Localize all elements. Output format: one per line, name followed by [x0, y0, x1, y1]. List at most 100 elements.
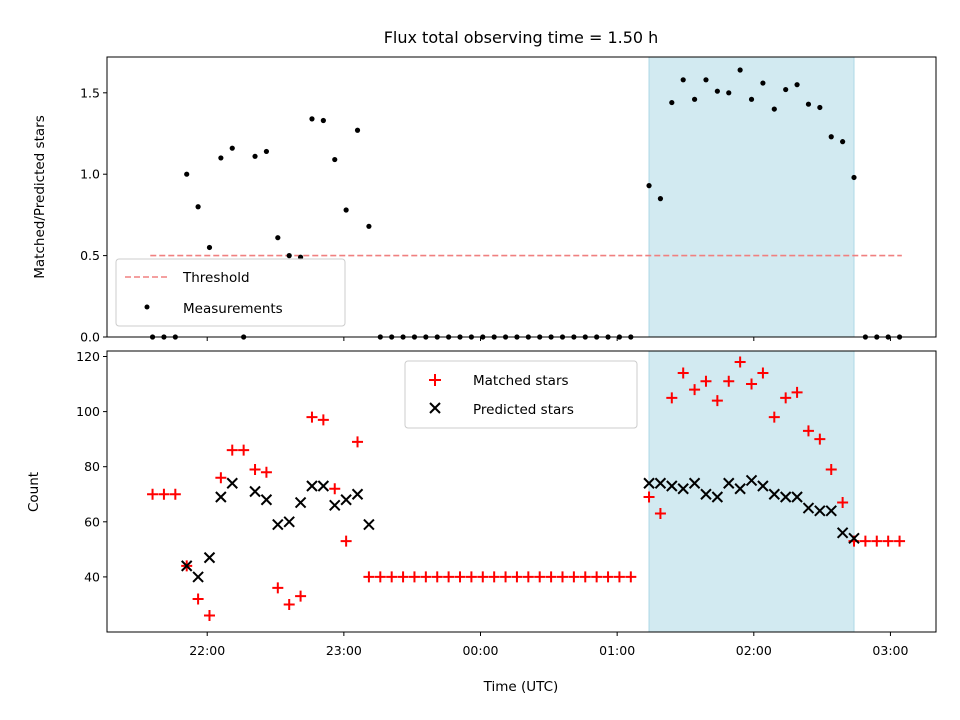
predicted-stars-point [215, 491, 227, 503]
measurement-point [726, 90, 732, 96]
bottom-legend-box [404, 360, 638, 429]
matched-stars-point [711, 395, 723, 407]
measurement-point [252, 153, 258, 159]
matched-stars-point [522, 571, 534, 583]
matched-stars-point [871, 535, 883, 547]
matched-stars-point [837, 497, 849, 509]
matched-stars-point [363, 571, 375, 583]
predicted-stars-point [329, 499, 341, 511]
matched-stars-point [374, 571, 386, 583]
measurement-point [195, 204, 201, 210]
top-legend: Threshold Measurements [115, 258, 346, 327]
measurements-legend-label: Measurements [183, 301, 283, 317]
matched-stars-point [534, 571, 546, 583]
matched-stars-point [443, 571, 455, 583]
bottom-panel: 40 60 80 100 120 22:00 23:00 00:00 01:00 02:00 03… [26, 349, 937, 695]
matched-stars-point [825, 463, 837, 475]
matched-stars-point [500, 571, 512, 583]
measurement-point [760, 80, 766, 86]
top-legend-box [115, 258, 346, 327]
measurement-point [714, 88, 720, 94]
measurement-point [657, 196, 664, 202]
measurement-point [817, 104, 823, 111]
x-axis-label: Time (UTC) [483, 679, 559, 695]
measurement-point [646, 183, 652, 189]
predicted-stars-point [306, 480, 318, 492]
top-panel: 0.0 0.5 1.0 1.5 Matched/Predicted stars Thr… [32, 56, 937, 345]
matched-stars-point [556, 571, 568, 583]
measurement-point [794, 82, 800, 88]
matched-stars-point [386, 571, 398, 583]
chart-title: Flux total observing time = 1.50 h [384, 28, 659, 47]
observing-window-band [648, 56, 855, 338]
matched-stars-point [746, 378, 758, 390]
matched-stars-point [689, 384, 701, 396]
predicted-stars-point [666, 480, 678, 492]
measurement-point [332, 156, 338, 163]
matched-stars-point [317, 414, 329, 426]
x-tick-label: 01:00 [599, 643, 635, 658]
measurement-point [771, 106, 777, 112]
y-tick-label: 120 [76, 349, 100, 364]
predicted-stars-point [677, 483, 689, 495]
predicted-stars-point [363, 518, 375, 531]
measurement-point [309, 116, 315, 122]
predicted-legend-swatch [429, 402, 441, 414]
matched-stars-point [859, 535, 871, 547]
predicted-stars-point [825, 505, 837, 517]
matched-stars-point [397, 571, 409, 583]
matched-stars-point [352, 436, 364, 448]
x-tick-label: 03:00 [872, 643, 908, 658]
y-tick-label: 100 [76, 404, 100, 419]
matched-stars-point [734, 356, 746, 368]
matched-stars-point [591, 571, 603, 583]
predicted-stars-point [688, 477, 701, 489]
y-tick-label: 1.0 [80, 167, 100, 182]
top-axes-frame [106, 56, 937, 338]
predicted-stars-point [802, 502, 815, 514]
measurement-point [783, 86, 789, 93]
matched-stars-point [431, 571, 443, 583]
bottom-y-axis-label: Count [26, 472, 42, 512]
matched-stars-point [882, 535, 894, 547]
matched-stars-point [238, 444, 250, 456]
predicted-stars-point [848, 532, 860, 545]
matched-stars-point [283, 598, 295, 610]
predicted-stars-point [654, 477, 667, 489]
predicted-stars-point [260, 494, 273, 506]
measurement-point [229, 145, 235, 151]
y-tick-label: 60 [84, 514, 100, 529]
measurement-point [343, 207, 349, 213]
matched-stars-point [169, 488, 181, 500]
matched-stars-point [579, 571, 591, 583]
measurement-point [703, 77, 709, 83]
matched-stars-point [625, 571, 637, 583]
measurement-point [184, 171, 190, 177]
matched-stars-point [602, 571, 614, 583]
predicted-stars-point [192, 571, 204, 583]
matched-stars-point [420, 571, 432, 583]
measurement-point [737, 67, 743, 73]
matched-stars-point [329, 483, 341, 495]
measurement-point [218, 155, 224, 161]
matched-stars-point [306, 411, 318, 423]
matched-stars-point [677, 367, 689, 379]
matched-stars-point [791, 386, 803, 398]
predicted-stars-point [734, 483, 746, 495]
matched-stars-point [780, 392, 792, 404]
matched-stars-point [814, 433, 826, 445]
predicted-stars-point [779, 491, 792, 503]
matched-stars-point [260, 466, 272, 478]
predicted-stars-point [181, 560, 193, 572]
matched-stars-point [768, 411, 780, 423]
predicted-legend-label: Predicted stars [473, 402, 574, 418]
predicted-stars-point [226, 477, 238, 489]
matched-stars-point [613, 571, 625, 583]
measurement-point [680, 77, 686, 83]
measurement-point [320, 117, 326, 124]
matched-legend-swatch [429, 374, 441, 386]
y-tick-label: 80 [84, 459, 100, 474]
measurement-point [275, 235, 281, 241]
measurement-point [206, 244, 213, 251]
